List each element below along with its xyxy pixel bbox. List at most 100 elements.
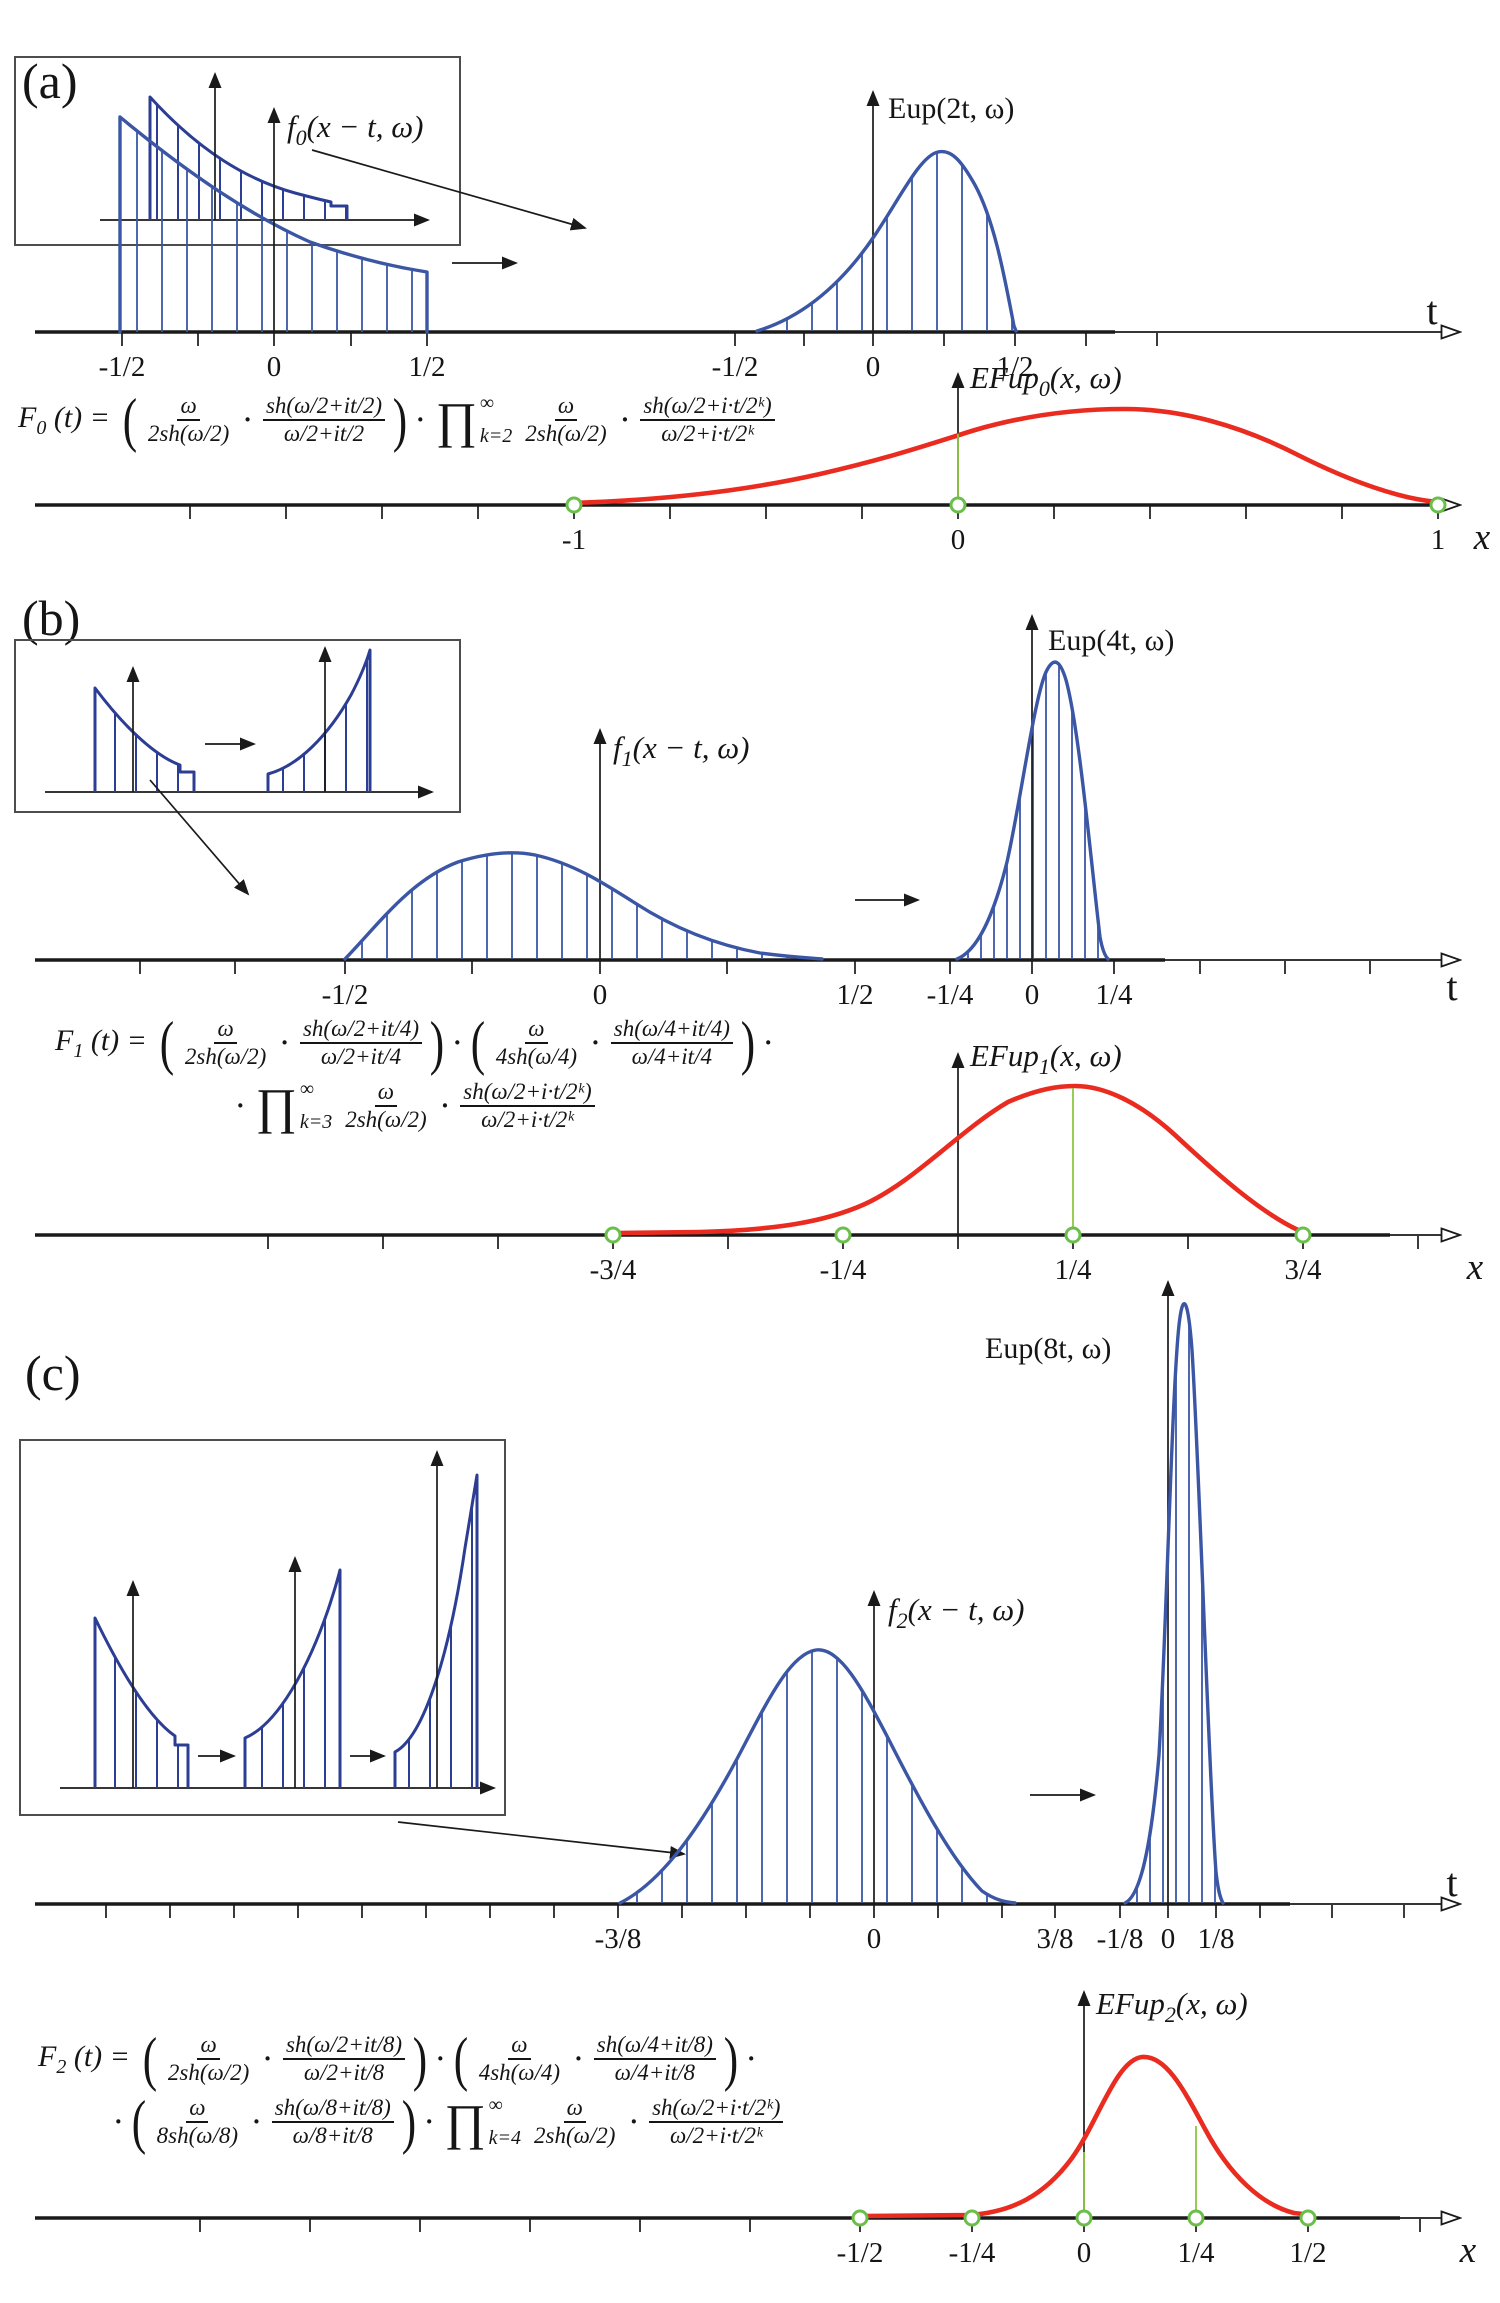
node-marker: [963, 2209, 981, 2227]
eup4t-curve: [955, 660, 1110, 961]
svg-text:1/2: 1/2: [408, 351, 445, 383]
svg-text:1: 1: [1431, 524, 1446, 556]
svg-text:0: 0: [866, 351, 881, 383]
inset-box: [19, 1439, 506, 1816]
product-operator: ∏ ∞ k=2: [435, 392, 513, 448]
fraction: ω 4sh(ω/4): [478, 2032, 561, 2086]
node-marker: [604, 1226, 622, 1244]
svg-text:-1/8: -1/8: [1097, 1923, 1144, 1955]
t-axis-tick-labels: -1/2 0 1/2 -1/2 0 1/2: [99, 351, 1034, 383]
x-axis-letter: x: [1473, 517, 1491, 558]
times-dot: ·: [114, 2107, 123, 2137]
plot-eup8t: Eup(8t, ω): [985, 1280, 1225, 1905]
fraction: sh(ω/2+it/8) ω/2+it/8: [282, 2032, 406, 2086]
fraction: ω 2sh(ω/2): [525, 392, 607, 446]
svg-text:0: 0: [867, 1923, 882, 1955]
node-marker: [1075, 2209, 1093, 2227]
formula-F1: F1 (t) = ( ω 2sh(ω/2) · sh(ω/2+it/4) ω/2+i…: [55, 1010, 773, 1135]
eup8t-curve: [1123, 1302, 1225, 1905]
svg-text:-1/2: -1/2: [837, 2237, 884, 2269]
t-axis-letter: t: [1446, 964, 1457, 1009]
inset-pulse2-outline: [266, 648, 372, 792]
inset-box: [14, 639, 461, 813]
product-operator: ∏ ∞ k=3: [255, 1078, 333, 1135]
panel-a-letter: (a): [22, 53, 78, 109]
plot-eup4t: Eup(4t, ω): [955, 614, 1174, 961]
t-axis-letter: t: [1446, 1860, 1457, 1905]
formula-lhs: F2 (t) =: [38, 2039, 130, 2078]
times-dot: ·: [591, 1028, 600, 1058]
inset-pulse-outline: [148, 95, 349, 220]
svg-text:1/8: 1/8: [1197, 1923, 1234, 1955]
fraction: ω 8sh(ω/8): [156, 2095, 239, 2149]
panel-b-letter: (b): [22, 590, 80, 646]
node-marker: [1064, 1226, 1082, 1244]
f0-label: f0(x − t, ω): [287, 109, 423, 150]
fraction: sh(ω/4+it/8) ω/4+it/8: [593, 2032, 716, 2086]
x-axis-tick-labels: -1/2 -1/4 0 1/4 1/2: [837, 2237, 1327, 2269]
t-axis-letter: t: [1426, 288, 1437, 333]
inset-pulse2-hatch: [245, 1570, 340, 1788]
times-dot: ·: [453, 1028, 462, 1058]
svg-text:0: 0: [1077, 2237, 1092, 2269]
svg-text:0: 0: [1025, 979, 1040, 1011]
efup0-label: EFup0(x, ω): [969, 360, 1122, 401]
node-marker: [1187, 2209, 1205, 2227]
times-dot: ·: [263, 2044, 272, 2074]
times-dot: ·: [574, 2044, 583, 2074]
svg-text:1/4: 1/4: [1095, 979, 1133, 1011]
x-axis-tick-labels: -3/4 -1/4 1/4 3/4: [590, 1254, 1322, 1286]
x-axis-letter: x: [1459, 2230, 1477, 2271]
svg-text:1/4: 1/4: [1054, 1254, 1092, 1286]
efup2-curve: [859, 2054, 1315, 2219]
t-axis-tick-labels: -3/8 0 3/8 -1/8 0 1/8: [595, 1923, 1235, 1955]
fraction: sh(ω/4+it/4) ω/4+it/4: [610, 1016, 733, 1070]
node-marker: [834, 1226, 852, 1244]
fraction: sh(ω/2+i·t/2ᵏ) ω/2+i·t/2ᵏ: [649, 2095, 784, 2149]
fraction: ω 2sh(ω/2): [345, 1079, 427, 1133]
inset-pointer-arrow: [149, 779, 250, 896]
panel-c: (c): [19, 1280, 1477, 2271]
inset-pointer-arrow: [311, 149, 587, 231]
efup0-curve: [571, 406, 1441, 506]
fraction: sh(ω/8+it/8) ω/8+it/8: [271, 2095, 394, 2149]
f0-curve: [118, 115, 429, 334]
plot-f0: f0(x − t, ω): [118, 107, 429, 334]
svg-text:-1/2: -1/2: [712, 351, 759, 383]
t-axis-ticks: [121, 333, 1158, 346]
svg-text:0: 0: [1161, 1923, 1176, 1955]
f2-label: f2(x − t, ω): [888, 1592, 1024, 1633]
svg-text:-1/4: -1/4: [949, 2237, 996, 2269]
svg-text:1/2: 1/2: [996, 351, 1033, 383]
f2-hatch: [620, 1649, 1015, 1903]
fraction: ω 2sh(ω/2): [534, 2095, 616, 2149]
inset-pulse1-outline: [93, 1616, 190, 1788]
panel-b: (b) -1/2: [14, 590, 1484, 1288]
times-dot: ·: [243, 405, 252, 434]
times-dot: ·: [746, 2044, 756, 2074]
node-marker: [565, 496, 583, 514]
inset-pointer-arrow: [397, 1821, 686, 1859]
panel-a: (a) -1/2 0 1/2: [14, 53, 1491, 558]
node-marker: [851, 2209, 869, 2227]
fraction: ω 2sh(ω/2): [167, 2032, 250, 2086]
svg-text:-1/4: -1/4: [927, 979, 974, 1011]
svg-text:-1: -1: [562, 524, 586, 556]
panel-b-inset: [14, 639, 461, 813]
f1-label: f1(x − t, ω): [613, 730, 749, 771]
svg-text:-1/2: -1/2: [99, 351, 146, 383]
times-dot: ·: [416, 405, 425, 434]
x-axis-letter: x: [1466, 1247, 1484, 1288]
svg-text:-3/4: -3/4: [590, 1254, 637, 1286]
svg-text:3/8: 3/8: [1036, 1923, 1073, 1955]
inset-pulse1-hatch: [95, 688, 194, 792]
t-axis-tick-labels: -1/2 0 1/2 -1/4 0 1/4: [322, 979, 1133, 1011]
product-operator: ∏ ∞ k=4: [444, 2094, 522, 2151]
t-axis-ticks: [105, 1905, 1405, 1918]
times-dot: ·: [252, 2107, 261, 2137]
plot-efup0: EFup0(x, ω) -1 0 1 x: [35, 360, 1491, 558]
eup4t-label: Eup(4t, ω): [1048, 624, 1174, 657]
